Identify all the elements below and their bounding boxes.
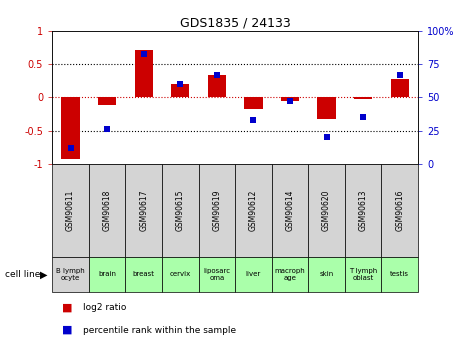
Text: ■: ■ <box>62 302 72 312</box>
Text: B lymph
ocyte: B lymph ocyte <box>56 268 85 281</box>
Bar <box>317 97 336 119</box>
Text: GSM90618: GSM90618 <box>103 190 112 231</box>
Text: macroph
age: macroph age <box>275 268 305 281</box>
Text: GSM90611: GSM90611 <box>66 190 75 231</box>
Text: T lymph
oblast: T lymph oblast <box>349 268 377 281</box>
Text: GSM90617: GSM90617 <box>139 190 148 231</box>
Text: testis: testis <box>390 271 409 277</box>
Text: cervix: cervix <box>170 271 191 277</box>
Text: log2 ratio: log2 ratio <box>83 303 126 312</box>
Text: percentile rank within the sample: percentile rank within the sample <box>83 326 236 335</box>
Bar <box>244 97 263 109</box>
Text: GSM90619: GSM90619 <box>212 190 221 231</box>
Text: brain: brain <box>98 271 116 277</box>
Text: skin: skin <box>319 271 333 277</box>
Bar <box>61 97 80 159</box>
Bar <box>208 75 226 97</box>
Text: GSM90620: GSM90620 <box>322 190 331 231</box>
Bar <box>171 84 190 97</box>
Text: GSM90616: GSM90616 <box>395 190 404 231</box>
Text: cell line: cell line <box>5 270 40 279</box>
Text: liver: liver <box>246 271 261 277</box>
Text: GSM90613: GSM90613 <box>359 190 368 231</box>
Bar <box>134 50 153 97</box>
Text: GSM90614: GSM90614 <box>285 190 294 231</box>
Bar <box>390 79 409 97</box>
Text: ▶: ▶ <box>40 269 48 279</box>
Bar <box>98 97 116 106</box>
Text: GSM90615: GSM90615 <box>176 190 185 231</box>
Text: breast: breast <box>133 271 155 277</box>
Text: liposarc
oma: liposarc oma <box>203 268 230 281</box>
Title: GDS1835 / 24133: GDS1835 / 24133 <box>180 17 291 30</box>
Bar <box>354 97 372 99</box>
Text: GSM90612: GSM90612 <box>249 190 258 231</box>
Text: ■: ■ <box>62 325 72 335</box>
Bar <box>281 97 299 101</box>
